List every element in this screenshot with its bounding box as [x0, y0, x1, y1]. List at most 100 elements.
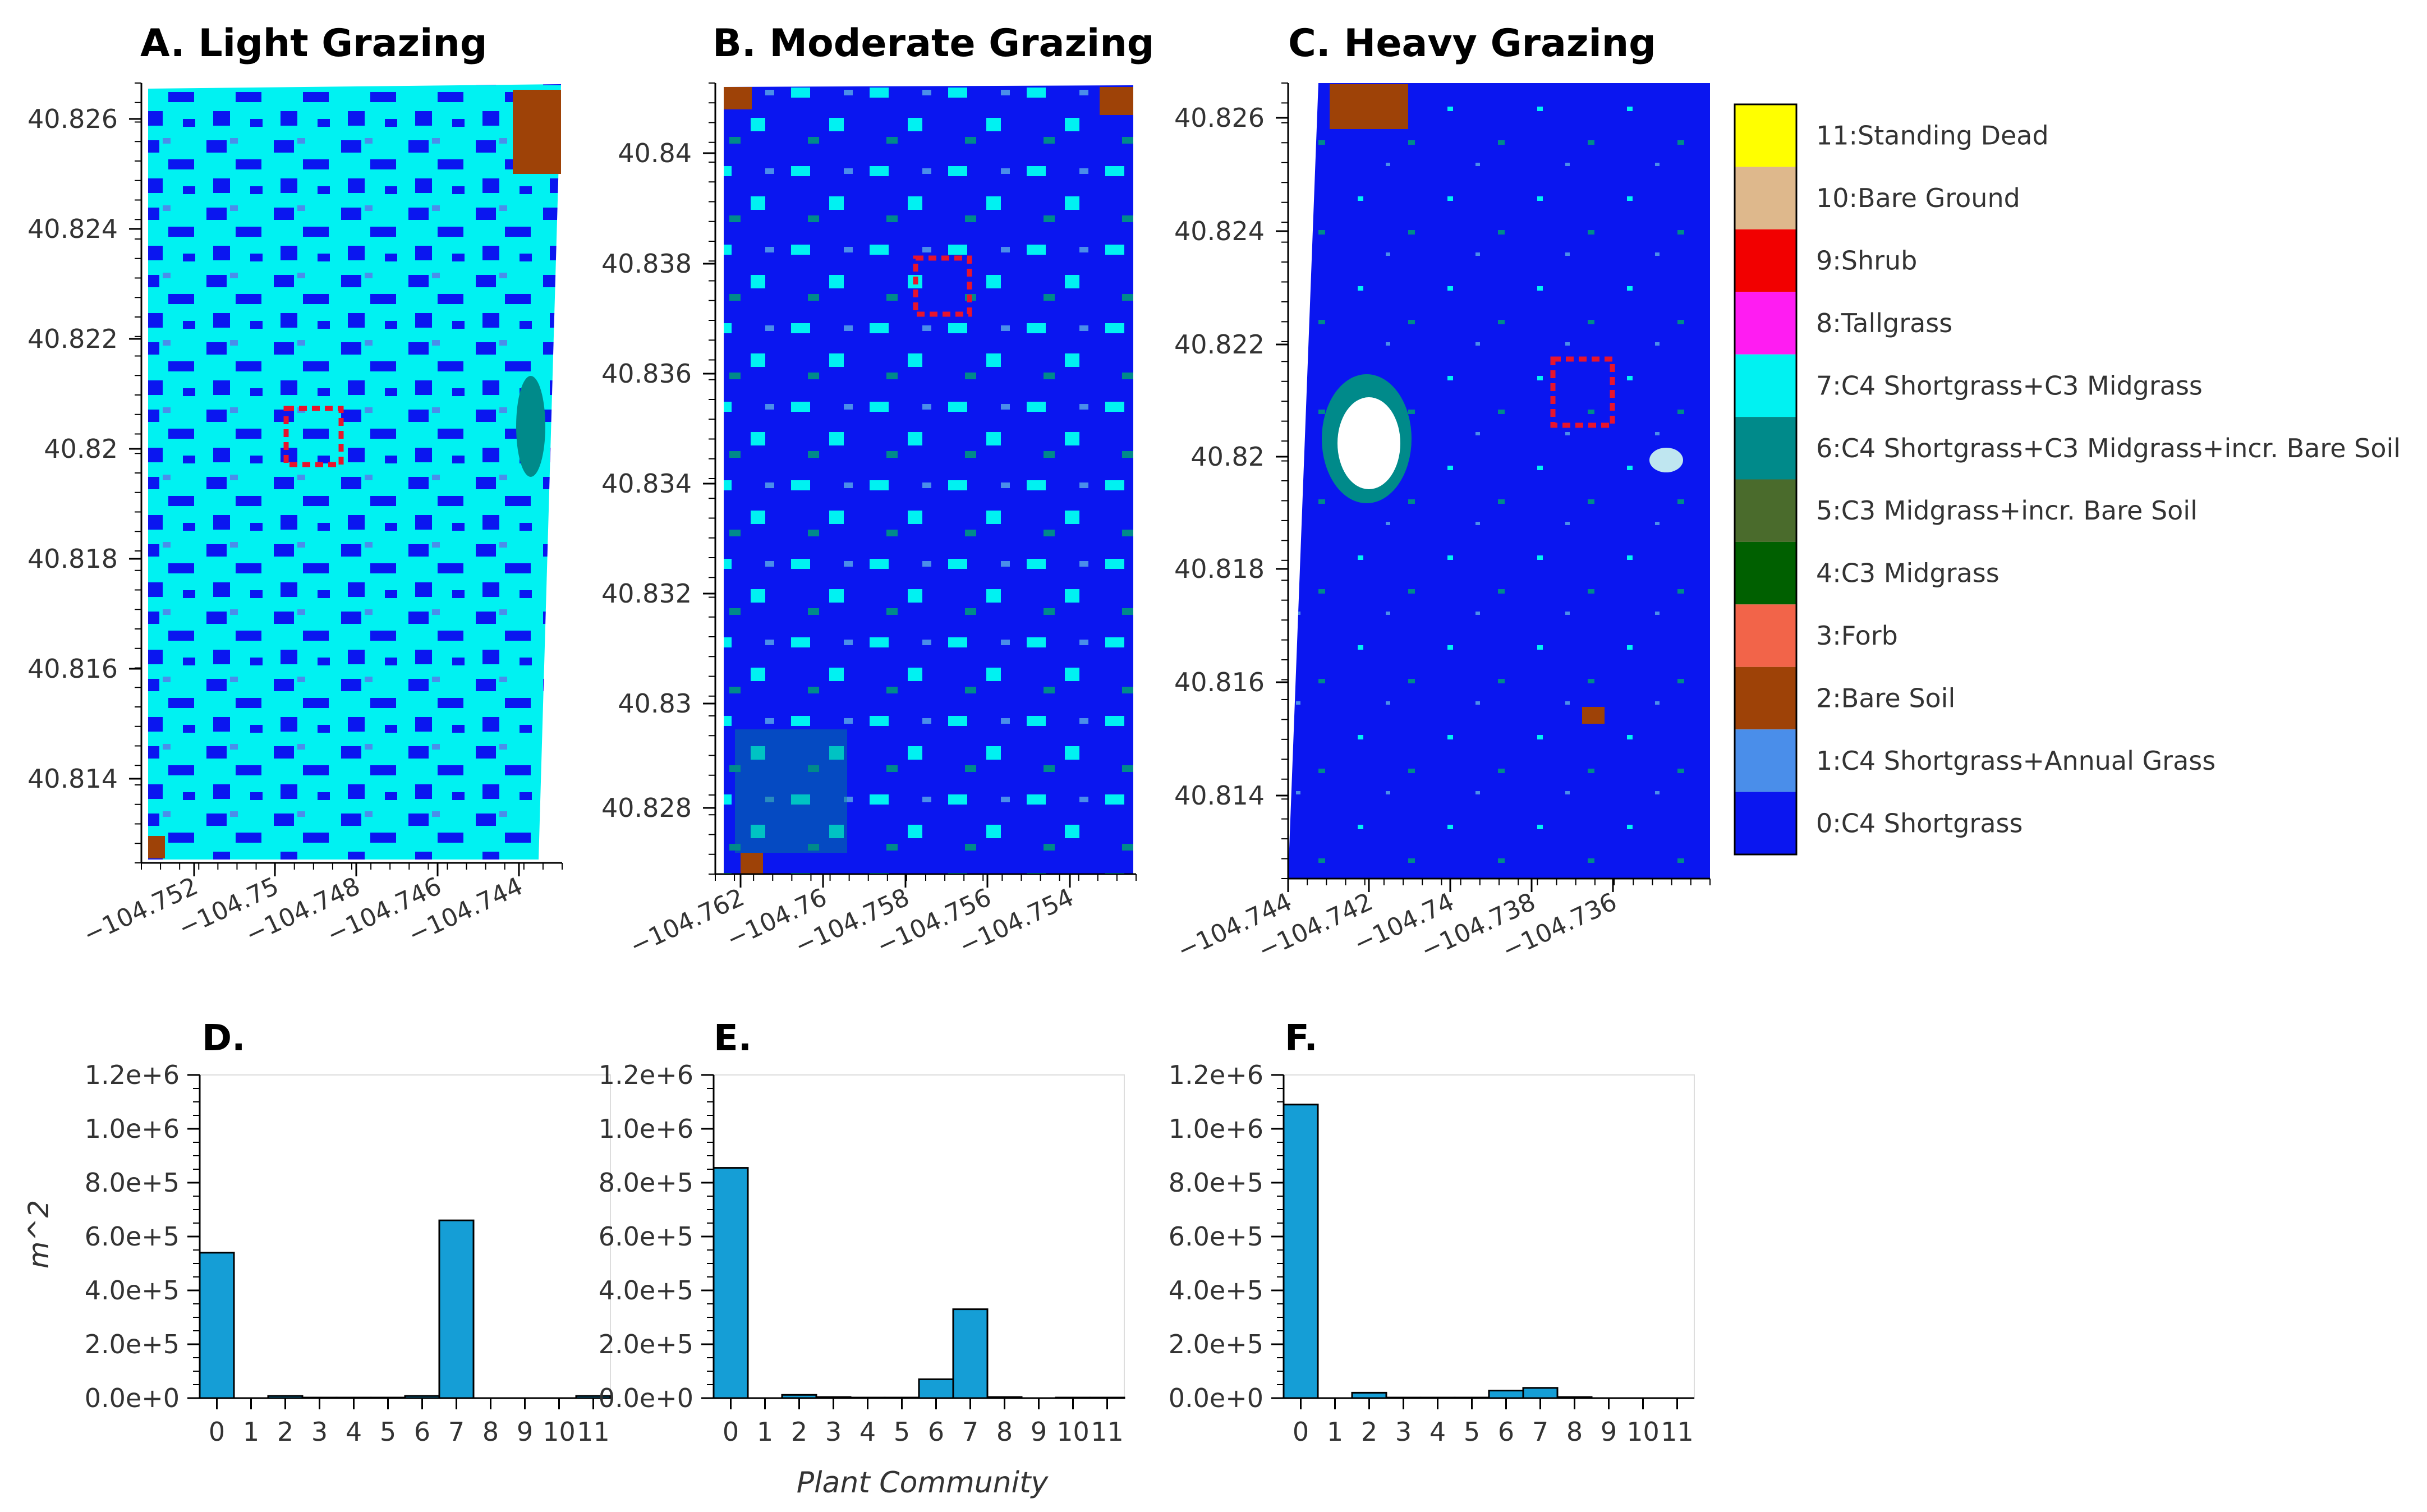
x-tick-label: 11: [1661, 1417, 1694, 1447]
x-tick-label: 9: [1031, 1417, 1047, 1447]
x-tick-label: 3: [311, 1417, 328, 1447]
legend-swatch-4: [1735, 541, 1796, 605]
bar-2: [1351, 1391, 1387, 1399]
legend-label-7: 7:C4 Shortgrass+C3 Midgrass: [1816, 370, 2203, 401]
y-tick-label: 40.834: [601, 468, 692, 499]
bar-panel-d: D. 0.0e+0 2.0e+5 4.0e+5 6.0e+5 8.0e+5 1.0e+6 1.…: [22, 1018, 612, 1447]
bar-0: [199, 1252, 235, 1399]
y-axis-label: m^2: [22, 1200, 55, 1269]
x-tick-label: 3: [825, 1417, 842, 1447]
x-tick-label: 1: [243, 1417, 259, 1447]
legend-label-4: 4:C3 Midgrass: [1816, 558, 1999, 589]
y-tick-label: 40.832: [601, 578, 692, 609]
x-tick-label: 8: [996, 1417, 1013, 1447]
classification-raster: [1288, 83, 1710, 878]
x-tick-label: 11: [577, 1417, 610, 1447]
y-tick-label: 40.82: [1190, 442, 1265, 472]
legend-swatch-8: [1735, 292, 1796, 355]
x-tick-label: 2: [791, 1417, 807, 1447]
bar-2: [267, 1395, 304, 1399]
x-tick-label: 11: [1091, 1417, 1124, 1447]
y-tick-label: 40.828: [601, 793, 692, 823]
raster-patch: [735, 729, 847, 853]
x-tick-label: 7: [1532, 1417, 1548, 1447]
bar-7: [952, 1308, 989, 1399]
raster-patch: [1337, 397, 1400, 489]
study-plot-box: [283, 406, 344, 467]
raster-patch: [148, 836, 165, 858]
bar-6: [1488, 1390, 1524, 1399]
bar-7: [438, 1219, 475, 1399]
bar-2: [781, 1394, 817, 1399]
x-tick-label: 5: [894, 1417, 910, 1447]
legend-swatch-7: [1735, 354, 1796, 417]
x-tick-label: 10: [1056, 1417, 1090, 1447]
bar-8: [986, 1396, 1023, 1399]
y-tick-label: 40.818: [27, 544, 118, 574]
x-tick-label: 8: [1566, 1417, 1583, 1447]
legend-swatch-2: [1735, 667, 1796, 730]
raster-patch: [724, 87, 752, 109]
y-tick-label: 8.0e+5: [1169, 1168, 1263, 1198]
legend-label-3: 3:Forb: [1816, 621, 1898, 651]
x-tick-label: 7: [448, 1417, 465, 1447]
y-tick-label: 1.2e+6: [1169, 1060, 1263, 1090]
legend-swatch-0: [1735, 792, 1796, 854]
y-tick-label: 40.814: [1174, 780, 1265, 811]
legend-swatch-10: [1735, 167, 1796, 229]
raster-patch: [513, 90, 561, 174]
classification-raster: [148, 84, 561, 860]
y-tick-label: 0.0e+0: [599, 1383, 693, 1413]
bar-0: [713, 1167, 749, 1399]
bar-panel-f: F. 0.0e+0 2.0e+5 4.0e+5 6.0e+5 8.0e+5 1.0e+6 1.…: [1169, 1018, 1695, 1447]
legend-label-6: 6:C4 Shortgrass+C3 Midgrass+incr. Bare S…: [1816, 433, 2401, 463]
raster-patch: [1330, 84, 1408, 129]
y-tick-label: 40.814: [27, 764, 118, 794]
bar-8: [1556, 1396, 1593, 1399]
legend-swatch-6: [1735, 417, 1796, 480]
plot-frame: [1283, 1074, 1695, 1399]
y-tick-label: 1.0e+6: [85, 1114, 180, 1144]
map-panel-c: C. Heavy Grazing 40.826 40.824 40.822 40.82 4…: [1173, 21, 1711, 965]
y-tick-label: 4.0e+5: [85, 1275, 180, 1306]
map-panel-b: B. Moderate Grazing 40.84 40.838 40.836 40.8…: [601, 21, 1154, 960]
y-tick-label: 40.824: [1174, 216, 1265, 246]
bar-3: [815, 1396, 852, 1399]
x-tick-label: 0: [1293, 1417, 1309, 1447]
plot-frame: [199, 1074, 611, 1399]
study-plot-box: [1550, 356, 1615, 428]
x-tick-label: 8: [482, 1417, 499, 1447]
map-title-b: B. Moderate Grazing: [713, 21, 1154, 66]
legend-swatch-5: [1735, 479, 1796, 542]
bar-panel-title: E.: [714, 1018, 752, 1059]
y-tick-label: 2.0e+5: [85, 1329, 180, 1359]
y-tick-label: 1.2e+6: [599, 1060, 693, 1090]
legend-label-9: 9:Shrub: [1816, 246, 1917, 276]
y-tick-label: 40.822: [1174, 329, 1265, 360]
legend-swatch-3: [1735, 604, 1796, 667]
y-tick-label: 40.816: [27, 654, 118, 684]
map-title-c: C. Heavy Grazing: [1288, 21, 1656, 66]
legend-label-11: 11:Standing Dead: [1816, 121, 2049, 151]
y-tick-label: 2.0e+5: [1169, 1329, 1263, 1359]
x-tick-label: 4: [1429, 1417, 1446, 1447]
y-tick-label: 0.0e+0: [85, 1383, 180, 1413]
y-tick-label: 6.0e+5: [85, 1221, 180, 1252]
x-tick-label: 4: [859, 1417, 876, 1447]
x-tick-label: 9: [517, 1417, 533, 1447]
y-tick-label: 8.0e+5: [85, 1168, 180, 1198]
y-tick-label: 40.84: [618, 138, 692, 168]
x-tick-label: 6: [928, 1417, 944, 1447]
y-tick-label: 8.0e+5: [599, 1168, 693, 1198]
bar-panel-title: F.: [1285, 1018, 1318, 1059]
bar-6: [918, 1378, 954, 1399]
x-tick-label: 10: [543, 1417, 576, 1447]
y-tick-label: 4.0e+5: [1169, 1275, 1263, 1306]
x-tick-label: 9: [1601, 1417, 1617, 1447]
y-tick-label: 40.826: [1174, 103, 1265, 133]
x-tick-label: 5: [380, 1417, 396, 1447]
x-tick-label: 6: [414, 1417, 430, 1447]
study-plot-box: [913, 255, 972, 317]
map-panel-a: A. Light Grazing 40.826 40.824 40.822 40.82 4…: [27, 21, 563, 949]
x-tick-label: 0: [723, 1417, 739, 1447]
